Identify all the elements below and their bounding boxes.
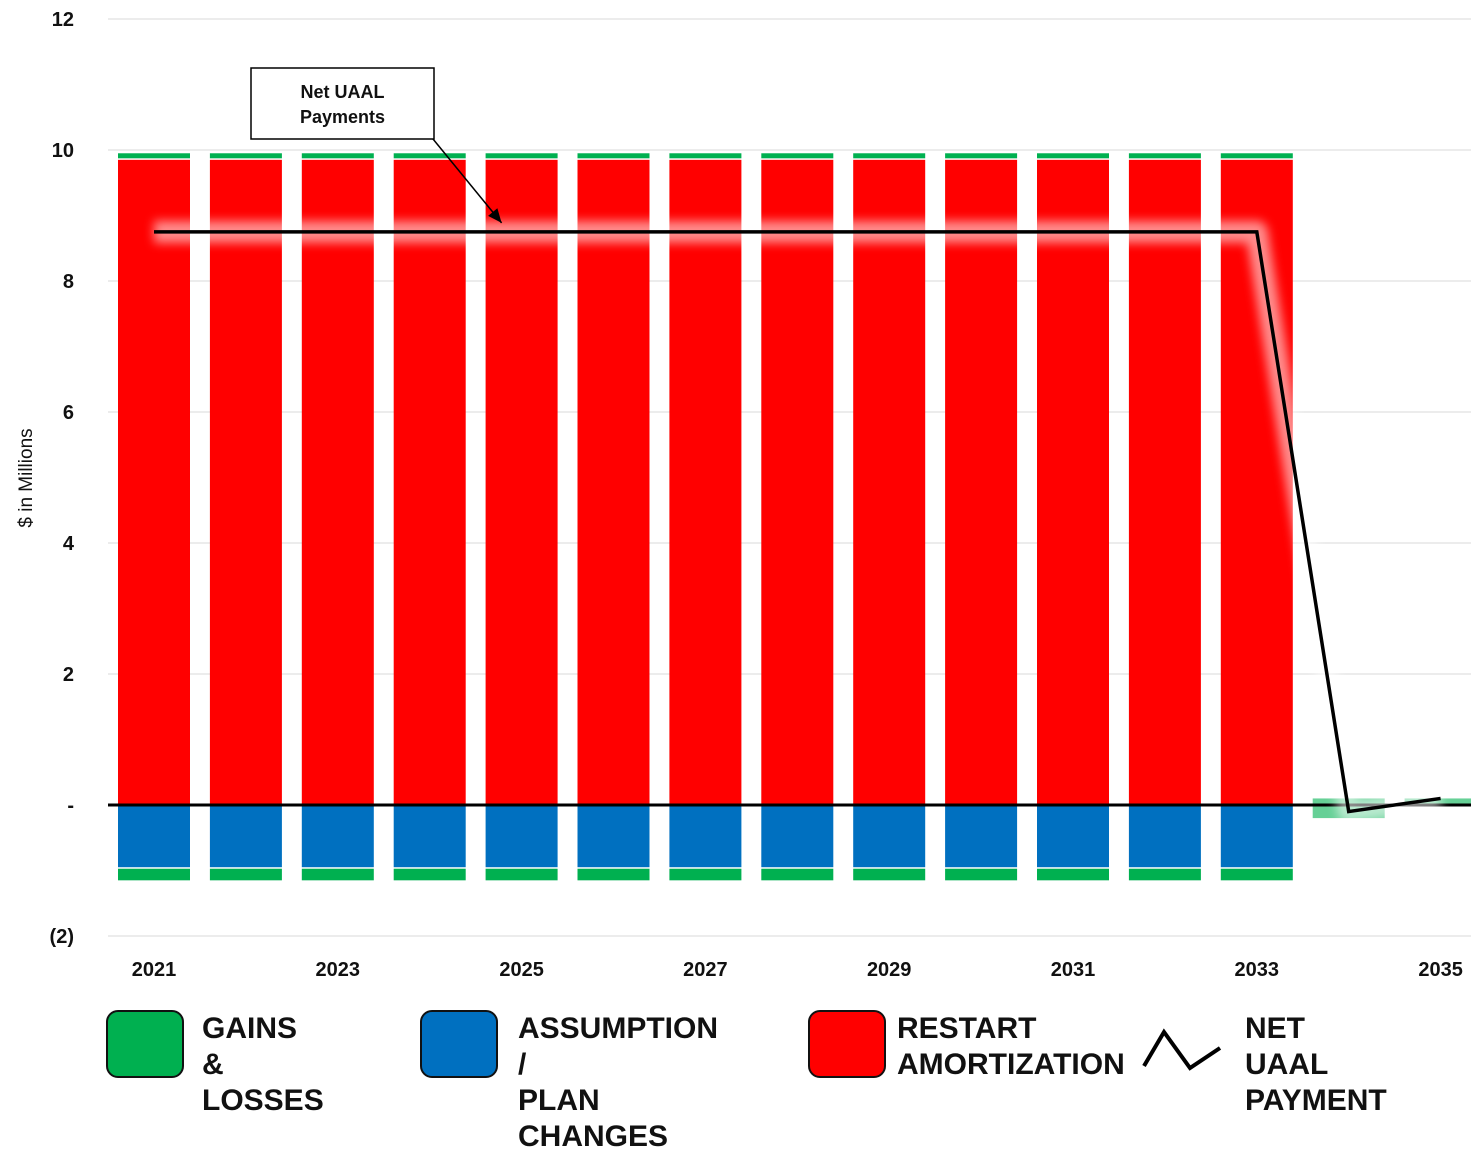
bar-assumption-plan-changes — [1220, 805, 1293, 868]
bar-gains-losses — [1037, 153, 1109, 159]
y-tick-label: - — [67, 795, 74, 817]
bar-gains-losses — [945, 153, 1018, 159]
y-axis-label: $ in Millions — [16, 428, 37, 527]
bar-assumption-plan-changes — [1128, 805, 1201, 868]
net-uaal-payment-line — [154, 230, 1441, 814]
legend: GAINS & LOSSES ASSUMPTION / PLAN CHANGES… — [0, 1008, 1471, 1153]
bar-gains-losses — [118, 153, 190, 159]
bar-assumption-plan-changes — [669, 805, 742, 868]
bar-restart-amortization — [118, 159, 190, 805]
bar-gains-losses — [301, 153, 374, 159]
bar-restart-amortization — [853, 159, 926, 805]
bar-gains-losses — [761, 153, 834, 159]
legend-label-gains-losses: GAINS & LOSSES — [202, 1012, 324, 1117]
bar-gains-losses-negative — [301, 868, 374, 881]
bar-gains-losses-negative — [761, 868, 834, 881]
x-tick-label: 2031 — [1051, 959, 1096, 981]
legend-swatch-restart-amortization — [808, 1010, 886, 1078]
bar-assumption-plan-changes — [393, 805, 466, 868]
callout-annotation: Net UAAL Payments — [250, 67, 503, 224]
bar-gains-losses — [853, 153, 926, 159]
x-axis-ticks: 2021 2023 2025 2027 2029 2031 2033 2035 — [132, 959, 1463, 981]
y-axis-ticks: (2) - 2 4 6 8 10 12 — [50, 9, 75, 948]
bar-restart-amortization — [485, 159, 558, 805]
bar-restart-amortization — [577, 159, 650, 805]
callout-arrowhead — [488, 208, 502, 223]
x-tick-label: 2023 — [316, 959, 361, 981]
bar-assumption-plan-changes — [301, 805, 374, 868]
x-tick-label: 2029 — [867, 959, 912, 981]
bar-gains-losses-negative — [853, 868, 926, 881]
y-tick-label: 6 — [63, 402, 74, 424]
bar-gains-losses — [577, 153, 650, 159]
legend-swatch-assumption-plan-changes — [420, 1010, 498, 1078]
legend-swatch-gains-losses — [106, 1010, 184, 1078]
bars-layer — [118, 153, 1471, 881]
x-tick-label: 2021 — [132, 959, 177, 981]
bar-gains-losses-negative — [577, 868, 650, 881]
bar-restart-amortization — [393, 159, 466, 805]
bar-gains-losses-negative — [118, 868, 190, 881]
bar-gains-losses-negative — [1220, 868, 1293, 881]
y-tick-label: (2) — [50, 926, 74, 948]
x-tick-label: 2035 — [1418, 959, 1463, 981]
bar-assumption-plan-changes — [118, 805, 190, 868]
y-tick-label: 12 — [52, 9, 74, 31]
bar-gains-losses-negative — [393, 868, 466, 881]
bar-gains-losses-negative — [669, 868, 742, 881]
callout-leader-line — [432, 138, 503, 224]
bar-assumption-plan-changes — [1037, 805, 1109, 868]
bar-assumption-plan-changes — [853, 805, 926, 868]
bar-gains-losses — [1128, 153, 1201, 159]
zigzag-line-icon — [1142, 1028, 1222, 1071]
y-tick-label: 8 — [63, 271, 74, 293]
bar-restart-amortization — [1128, 159, 1201, 805]
bar-restart-amortization — [669, 159, 742, 805]
bar-assumption-plan-changes — [485, 805, 558, 868]
bar-gains-losses-negative — [209, 868, 282, 881]
x-tick-label: 2033 — [1235, 959, 1280, 981]
bar-restart-amortization — [945, 159, 1018, 805]
bar-gains-losses — [209, 153, 282, 159]
bar-restart-amortization — [209, 159, 282, 805]
legend-label-net-uaal-payment: NET UAAL PAYMENT — [1245, 1012, 1387, 1117]
callout-text-line: Payments — [300, 107, 385, 127]
bar-gains-losses-negative — [485, 868, 558, 881]
chart-canvas: (2) - 2 4 6 8 10 12 2021 2023 2025 2027 2029 2031 203… — [16, 9, 1471, 981]
y-tick-label: 4 — [63, 533, 75, 555]
callout-box — [250, 67, 435, 140]
legend-label-restart-amortization: RESTART AMORTIZATION — [897, 1012, 1125, 1081]
bar-gains-losses-negative — [1128, 868, 1201, 881]
bar-assumption-plan-changes — [761, 805, 834, 868]
bar-gains-losses-negative — [1037, 868, 1109, 881]
net-uaal-line-layer — [154, 220, 1443, 823]
callout-text-line: Net UAAL — [301, 82, 385, 102]
bar-gains-losses — [485, 153, 558, 159]
bar-restart-amortization — [1037, 159, 1109, 805]
x-tick-label: 2025 — [499, 959, 544, 981]
bar-gains-losses — [669, 153, 742, 159]
bar-restart-amortization — [761, 159, 834, 805]
bar-gains-losses — [1220, 153, 1293, 159]
y-tick-label: 2 — [63, 664, 74, 686]
bar-gains-losses — [393, 153, 466, 159]
bar-assumption-plan-changes — [209, 805, 282, 868]
legend-label-assumption-plan-changes: ASSUMPTION / PLAN CHANGES — [518, 1012, 719, 1153]
bar-gains-losses-negative — [945, 868, 1018, 881]
bar-restart-amortization — [301, 159, 374, 805]
bar-assumption-plan-changes — [577, 805, 650, 868]
bar-assumption-plan-changes — [945, 805, 1018, 868]
y-tick-label: 10 — [52, 140, 74, 162]
x-tick-label: 2027 — [683, 959, 728, 981]
